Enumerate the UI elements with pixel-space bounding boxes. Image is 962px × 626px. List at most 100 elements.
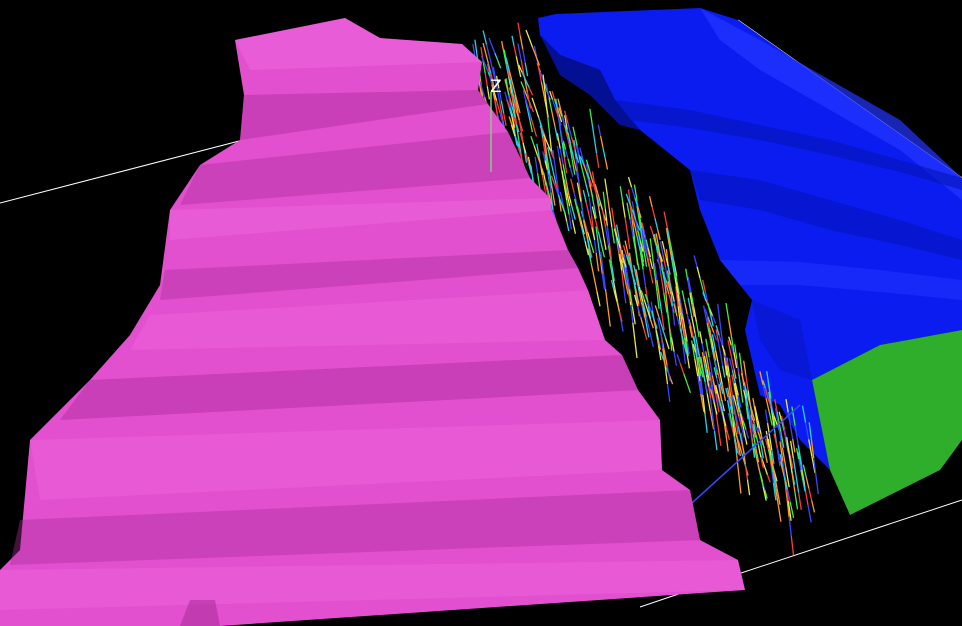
drillhole-segment: [713, 316, 716, 324]
drillhole-segment: [694, 255, 697, 266]
drillhole-segment: [791, 536, 793, 555]
drillhole-segment: [603, 192, 605, 209]
drillhole-segment: [597, 153, 599, 168]
drillhole-segment: [636, 253, 639, 270]
drillhole-segment: [686, 269, 688, 281]
drillhole-segment: [659, 297, 661, 314]
drillhole-segment: [718, 342, 720, 354]
drillhole-segment: [566, 150, 568, 159]
drillhole-segment: [655, 305, 658, 316]
drillhole-segment: [682, 290, 685, 302]
drillhole-segment: [685, 302, 688, 314]
drillhole-segment: [594, 138, 596, 153]
drillhole-segment: [655, 218, 658, 229]
drillhole-segment: [590, 109, 592, 124]
drillhole-segment: [793, 439, 795, 452]
drillhole-segment: [816, 476, 818, 494]
drillhole-segment: [520, 36, 523, 49]
drillhole-segment: [597, 292, 600, 306]
drillhole-segment: [573, 127, 575, 136]
drillhole-segment: [746, 376, 748, 391]
drillhole-segment: [650, 332, 654, 347]
drillhole-segment: [730, 350, 732, 360]
drillhole-segment: [557, 146, 559, 158]
drillhole-segment: [591, 191, 594, 205]
drillhole-segment: [591, 243, 594, 253]
drillhole-segment: [674, 352, 676, 366]
drillhole-segment: [666, 338, 669, 349]
drillhole-segment: [589, 198, 591, 216]
drillhole-segment: [748, 480, 750, 496]
drillhole-segment: [806, 477, 809, 489]
drillhole-segment: [485, 73, 487, 86]
drillhole-segment: [512, 36, 514, 46]
drillhole-segment: [598, 125, 600, 136]
drillhole-segment: [534, 127, 537, 137]
drillhole-segment: [607, 195, 609, 211]
drillhole-segment: [744, 361, 746, 376]
drillhole-segment: [664, 212, 667, 228]
drillhole-segment: [573, 212, 575, 220]
drillhole-segment: [643, 270, 646, 287]
drillhole-segment: [514, 46, 516, 56]
drillhole-segment: [535, 157, 538, 174]
drillhole-segment: [583, 170, 586, 183]
drillhole-segment: [739, 373, 741, 388]
drillhole-segment: [498, 61, 501, 69]
box-edge-bottom-right: [720, 500, 962, 580]
drillhole-segment: [583, 190, 586, 202]
drillhole-segment: [753, 398, 756, 413]
drillhole-segment: [586, 203, 589, 215]
drillhole-segment: [635, 340, 637, 358]
drillhole-segment: [529, 88, 533, 96]
drillhole-segment: [795, 491, 798, 509]
drillhole-segment: [726, 303, 729, 319]
drillhole-segment: [633, 323, 635, 341]
drillhole-segment: [729, 319, 732, 335]
drillhole-segment: [668, 384, 670, 402]
drillhole-segment: [535, 108, 538, 118]
drillhole-segment: [650, 226, 653, 235]
drillhole-segment: [641, 317, 644, 328]
drillhole-segment: [605, 209, 607, 226]
drillhole-segment: [612, 208, 614, 221]
drillhole-segment: [726, 435, 728, 452]
drillhole-segment: [687, 383, 690, 393]
drillhole-segment: [483, 31, 486, 45]
drillhole-segment: [548, 115, 550, 135]
drillhole-segment: [486, 53, 489, 63]
drillhole-segment: [677, 354, 680, 364]
drillhole-segment: [581, 202, 584, 221]
drillhole-segment: [718, 304, 720, 322]
drillhole-segment: [567, 221, 569, 231]
drillhole-segment: [571, 204, 573, 212]
drillhole-segment: [767, 475, 770, 483]
drillhole-segment: [601, 136, 603, 147]
drillhole-segment: [723, 366, 725, 378]
drillhole-segment: [516, 56, 518, 66]
drillhole-segment: [570, 168, 572, 177]
drillhole-segment: [509, 117, 512, 125]
drillhole-segment: [571, 179, 574, 193]
drillhole-segment: [492, 46, 495, 54]
drillhole-segment: [684, 374, 687, 384]
drillhole-segment: [610, 211, 612, 227]
drillhole-segment: [662, 241, 664, 249]
drillhole-segment: [603, 230, 606, 250]
drillhole-segment: [705, 414, 707, 433]
drillhole-segment: [586, 184, 589, 197]
drillhole-segment: [664, 249, 666, 258]
drillhole-segment: [696, 322, 699, 337]
drillhole-segment: [700, 278, 703, 289]
drillhole-segment: [741, 388, 743, 403]
drillhole-segment: [632, 187, 635, 197]
drillhole-segment: [598, 232, 601, 245]
drillhole-segment: [644, 328, 647, 339]
drillhole-segment: [765, 467, 768, 475]
drillhole-segment: [760, 473, 763, 487]
drillhole-segment: [627, 203, 630, 220]
drillhole-segment: [650, 319, 653, 328]
drillhole-segment: [809, 489, 812, 501]
